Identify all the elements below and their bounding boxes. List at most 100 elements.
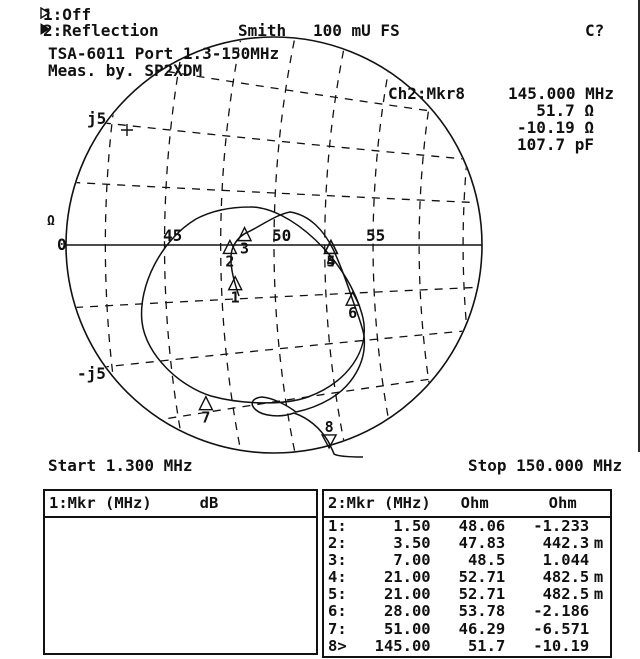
row-label: 8> [328,636,347,655]
row-suffix [589,621,608,638]
ch2-table-col1: Ohm [460,494,489,512]
ch2-table-title: 2:Mkr (MHz) [328,494,431,512]
grid-label-ohm-unit: Ω [47,214,55,229]
table-row: 8> 145.00 51.7 -10.19 [328,636,610,655]
svg-text:5: 5 [326,252,335,270]
stop-frequency-label: Stop 150.000 MHz [468,456,623,475]
svg-text:4: 4 [326,252,335,270]
row-react: -6.571 [533,619,590,638]
grid-label-55: 55 [366,226,386,245]
marker-table-ch2-header: 2:Mkr (MHz) Ohm Ohm [324,491,610,518]
grid-label-zero: 0 [57,235,67,254]
marker-table-ch1-header: 1:Mkr (MHz) dB [45,491,316,518]
row-react: 1.044 [542,551,590,570]
row-react: 482.5 [542,585,590,604]
readout-reactance: -10.19 Ω [516,118,594,137]
ch1-table-unit: dB [199,494,219,512]
readout-capacitance: 107.7 pF [516,135,594,154]
row-ohm: 46.29 [458,619,506,638]
ch2-table-body: 1: 1.50 48.06 -1.233 2: 3.50 47.83 442.3 m 3: 7.… [324,517,610,655]
row-ohm: 52.71 [458,568,506,587]
grid-label-50: 50 [272,226,292,245]
row-suffix [589,603,608,620]
row-react: -10.19 [533,636,590,655]
screen-right-edge [638,0,640,452]
row-freq: 145.00 [374,636,431,655]
row-label: 7: [328,619,347,638]
row-label: 6: [328,602,347,621]
table-row: 2: 3.50 47.83 442.3 m [328,534,610,553]
svg-text:7: 7 [201,409,210,427]
row-freq: 7.00 [393,551,431,570]
marker-2: 2 [222,238,238,270]
row-freq: 1.50 [393,517,431,535]
row-suffix: m [593,534,604,553]
ch2-table-col2: Ohm [548,494,577,512]
table-row: 4: 21.00 52.71 482.5 m [328,569,610,586]
table-row: 5: 21.00 52.71 482.5 m [328,586,610,603]
trace1-label: 1:Off [43,5,92,24]
title-line1: TSA-6011 Port 1.3-150MHz [48,44,280,63]
scale-label: 100 mU FS [313,21,400,40]
table-row: 3: 7.00 48.5 1.044 [328,552,610,569]
marker-5: 5 [323,238,339,270]
row-freq: 51.00 [383,619,431,638]
marker-3: 3 [236,226,253,258]
grid-label-minus-j5: -j5 [77,364,106,383]
row-label: 2: [328,534,347,553]
row-react: -2.186 [533,602,590,621]
row-freq: 21.00 [383,585,431,604]
row-freq: 3.50 [393,534,431,553]
marker-8: 8 [320,418,338,450]
ch1-table-title: 1:Mkr (MHz) [49,494,152,512]
trace2-status: 2:Reflection [40,23,159,39]
format-label: Smith [238,21,287,40]
readout-channel-marker: Ch2:Mkr8 [388,84,466,103]
row-suffix [589,552,608,569]
trace-outer-loop [140,206,365,404]
grid-label-j5: j5 [87,109,107,128]
svg-text:8: 8 [325,418,334,436]
cal-status-label: C? [585,21,605,40]
marker-1: 1 [227,275,243,307]
row-ohm: 53.78 [458,602,506,621]
row-react: 482.5 [542,568,590,587]
svg-text:2: 2 [225,252,234,270]
svg-text:1: 1 [231,289,240,307]
table-row: 6: 28.00 53.78 -2.186 [328,603,610,620]
row-react: 442.3 [542,534,590,553]
row-suffix [589,638,608,655]
row-ohm: 47.83 [458,534,506,553]
row-ohm: 52.71 [458,585,506,604]
row-freq: 28.00 [383,602,431,621]
row-freq: 21.00 [383,568,431,587]
marker-6: 6 [345,290,361,322]
row-ohm: 48.5 [467,551,506,570]
row-suffix: m [593,568,604,587]
grid-label-45: 45 [163,226,183,245]
row-suffix [589,518,608,535]
trace-sweep [230,211,366,458]
svg-text:6: 6 [348,304,357,322]
row-react: -1.233 [533,517,590,535]
svg-text:3: 3 [240,240,249,258]
row-ohm: 48.06 [458,517,506,535]
row-label: 4: [328,568,347,587]
active-marker-readout: Ch2:Mkr8 145.000 MHz 51.7 Ω -10.19 Ω 107… [388,85,614,153]
trace1-status: 1:Off [40,7,91,23]
start-frequency-label: Start 1.300 MHz [48,456,193,475]
row-label: 5: [328,585,347,604]
grid-cross-tick [121,124,133,136]
marker-7: 7 [198,395,214,427]
table-row: 1: 1.50 48.06 -1.233 [328,517,610,535]
title-line2: Meas. by. SP2XDM [48,61,203,80]
readout-resistance: 51.7 Ω [536,101,594,120]
marker-table-ch1: 1:Mkr (MHz) dB [43,489,318,655]
trace2-label: 2:Reflection [43,21,159,40]
row-suffix: m [593,585,604,604]
row-label: 3: [328,551,347,570]
row-ohm: 51.7 [467,636,506,655]
